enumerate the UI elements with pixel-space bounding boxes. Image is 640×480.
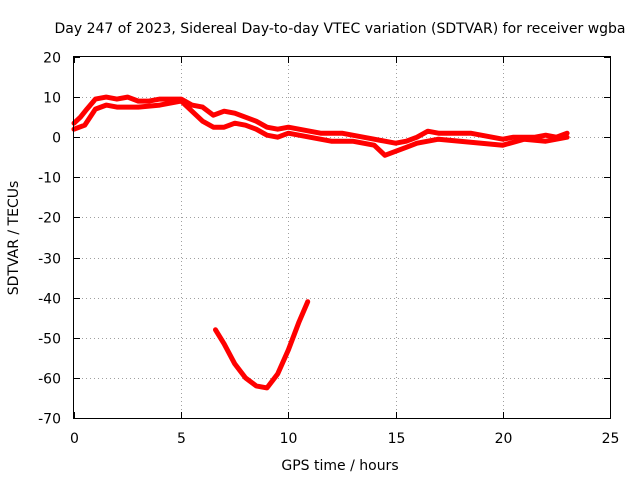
y-tick-label: 0: [52, 131, 61, 147]
y-tick-label: -50: [38, 332, 61, 348]
y-tick-label: -10: [38, 171, 61, 187]
series-u-curve: [213, 299, 311, 391]
series-main-band: [71, 94, 570, 146]
grid: [74, 57, 610, 418]
plot-frame: [73, 56, 611, 419]
y-tick-label: -40: [38, 292, 61, 308]
x-tick-label: 25: [602, 431, 620, 447]
y-axis-label: SDTVAR / TECUs: [6, 181, 22, 296]
axis-ticks: 0 5 10 15 20 25 20 10 0 -10 -20 -30 -40 -50 -60 -70: [38, 51, 619, 448]
y-tick-label: -30: [38, 252, 61, 268]
x-tick-label: 20: [495, 431, 513, 447]
y-tick-label: -70: [38, 412, 61, 428]
y-tick-label: 20: [43, 51, 61, 67]
series-group: [71, 94, 570, 391]
x-tick-label: 5: [177, 431, 186, 447]
y-tick-label: -20: [38, 211, 61, 227]
y-tick-label: 10: [43, 91, 61, 107]
x-tick-label: 10: [280, 431, 298, 447]
series-lower-band: [71, 98, 570, 158]
x-tick-label: 0: [70, 431, 79, 447]
chart-title: Day 247 of 2023, Sidereal Day-to-day VTE…: [54, 21, 625, 37]
x-axis-label: GPS time / hours: [281, 458, 398, 474]
y-tick-label: -60: [38, 372, 61, 388]
x-tick-label: 15: [388, 431, 406, 447]
